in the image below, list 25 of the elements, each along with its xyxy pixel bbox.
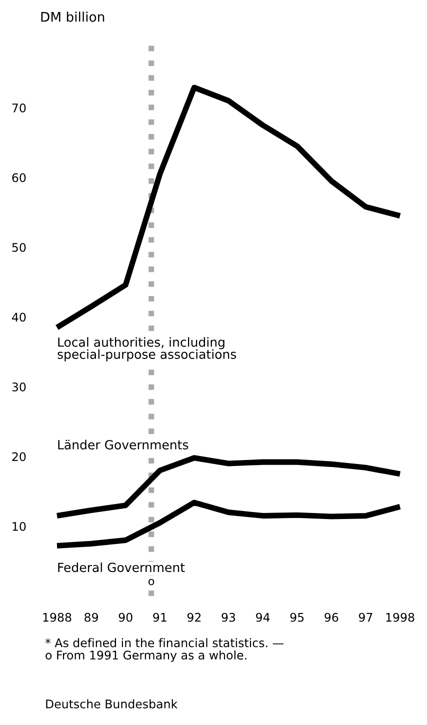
x-tick-label: 91	[153, 612, 166, 622]
x-tick-label: 95	[290, 612, 304, 622]
x-tick-label: 97	[358, 612, 372, 622]
y-tick-label: 40	[12, 312, 26, 322]
y-tick-label: 70	[12, 103, 26, 112]
series-label: Federal Government	[58, 562, 185, 572]
text: * As defined in the financial statistics. — o From 1991 Germany as a whole.	[45, 638, 284, 662]
x-tick-label: 96	[324, 612, 338, 622]
x-tick-label: 92	[187, 612, 201, 622]
y-axis-title: DM billion	[41, 12, 104, 22]
x-tick-label: 94	[256, 612, 270, 622]
series-label: Länder Governments	[58, 440, 188, 450]
x-tick-label: 93	[222, 612, 236, 622]
text: Deutsche Bundesbank	[46, 699, 178, 708]
x-tick-label: 1988	[43, 612, 72, 622]
y-tick-label: 60	[12, 173, 26, 182]
y-tick-label: 30	[12, 382, 26, 392]
x-tick-label: 89	[84, 612, 98, 622]
ref-line-label: o	[148, 578, 154, 586]
x-tick-label: 1998	[386, 612, 414, 622]
y-tick-label: 50	[12, 242, 26, 252]
y-tick-label: 20	[12, 452, 26, 462]
series-label: Local authorities, including special-purpose associations	[58, 337, 236, 362]
x-tick-label: 90	[118, 612, 132, 622]
y-tick-label: 10	[12, 522, 26, 531]
